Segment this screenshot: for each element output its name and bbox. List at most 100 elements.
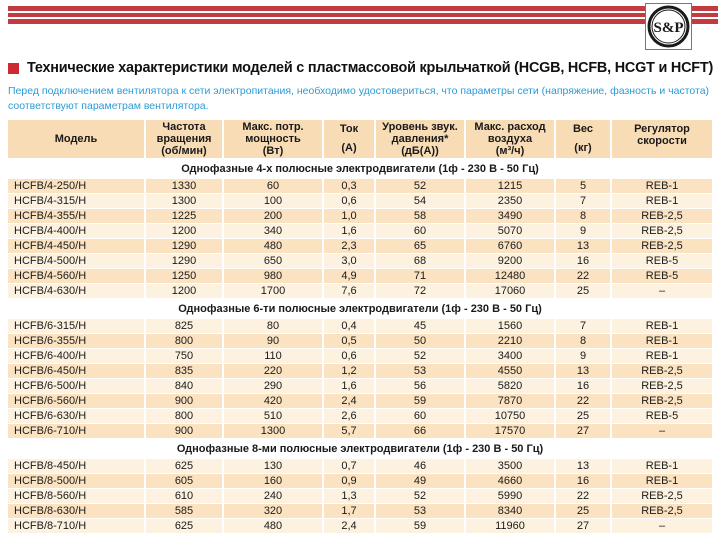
cell-value: 11960 [466,519,554,533]
cell-value: 27 [556,424,610,438]
cell-value: 68 [376,254,464,268]
cell-value: REB-2,5 [612,379,712,393]
column-header-line: давления* [391,133,449,145]
cell-value: 13 [556,239,610,253]
column-header-line: Частота [162,121,206,133]
column-header-line: Макс. расход [474,121,546,133]
page-title: Технические характеристики моделей с пла… [27,60,714,76]
cell-value: 160 [224,474,322,488]
cell-value: – [612,519,712,533]
cell-model: HCFB/4-630/H [8,284,144,298]
section-header-row: Однофазные 4-х полюсные электродвигатели… [8,159,712,178]
cell-value: 56 [376,379,464,393]
column-header: Вес (кг) [556,120,610,158]
cell-value: REB-1 [612,459,712,473]
cell-value: 5820 [466,379,554,393]
cell-value: 60 [376,224,464,238]
section-header-row: Однофазные 6-ти полюсные электродвигател… [8,299,712,318]
cell-value: 80 [224,319,322,333]
cell-value: – [612,284,712,298]
warning-note: Перед подключением вентилятора к сети эл… [8,85,710,113]
cell-value: 650 [224,254,322,268]
spec-table: Модель Частота вращения (об/мин) Макс. потр.… [8,120,712,533]
column-header: Макс. потр. мощность (Вт) [224,120,322,158]
column-header-line: Макс. потр. [242,121,304,133]
title-row: Технические характеристики моделей с пла… [8,60,714,76]
column-header: Макс. расход воздуха (м³/ч) [466,120,554,158]
cell-value: 610 [146,489,222,503]
column-header: Регулятор скорости [612,120,712,158]
cell-value: REB-2,5 [612,394,712,408]
cell-model: HCFB/8-450/H [8,459,144,473]
cell-value: 4,9 [324,269,374,283]
cell-value: 3400 [466,349,554,363]
cell-model: HCFB/6-500/H [8,379,144,393]
cell-value: 835 [146,364,222,378]
cell-value: 840 [146,379,222,393]
column-header-line: вращения [156,133,212,145]
cell-value: 290 [224,379,322,393]
cell-value: 100 [224,194,322,208]
cell-value: 3,0 [324,254,374,268]
cell-value: 12480 [466,269,554,283]
cell-model: HCFB/8-500/H [8,474,144,488]
stripe [8,6,718,11]
cell-model: HCFB/8-710/H [8,519,144,533]
cell-model: HCFB/4-500/H [8,254,144,268]
cell-value: REB-1 [612,349,712,363]
cell-value: 980 [224,269,322,283]
cell-model: HCFB/4-250/H [8,179,144,193]
cell-model: HCFB/4-400/H [8,224,144,238]
cell-value: 1200 [146,284,222,298]
cell-value: 27 [556,519,610,533]
column-header-line: (дБ(А)) [401,145,439,157]
cell-value: 0,5 [324,334,374,348]
cell-value: 2210 [466,334,554,348]
column-header-line: (м³/ч) [495,145,525,157]
cell-value: 1700 [224,284,322,298]
cell-model: HCFB/6-630/H [8,409,144,423]
cell-value: 1300 [224,424,322,438]
cell-value: 16 [556,474,610,488]
cell-value: REB-2,5 [612,489,712,503]
column-header-line: Уровень звук. [382,121,458,133]
cell-value: 200 [224,209,322,223]
cell-value: 510 [224,409,322,423]
cell-value: 9 [556,224,610,238]
cell-value: 7,6 [324,284,374,298]
cell-value: REB-1 [612,334,712,348]
cell-value: REB-2,5 [612,364,712,378]
cell-value: 420 [224,394,322,408]
cell-value: 900 [146,424,222,438]
cell-value: 1290 [146,239,222,253]
cell-value: 59 [376,394,464,408]
cell-model: HCFB/6-560/H [8,394,144,408]
cell-value: 66 [376,424,464,438]
cell-value: 22 [556,394,610,408]
cell-value: 110 [224,349,322,363]
stripe [8,12,718,17]
cell-value: 480 [224,239,322,253]
cell-value: 71 [376,269,464,283]
cell-value: 52 [376,179,464,193]
cell-value: 49 [376,474,464,488]
column-header: Уровень звук. давления* (дБ(А)) [376,120,464,158]
column-header-line: Модель [54,133,98,145]
cell-value: 2,4 [324,519,374,533]
cell-value: 1,6 [324,379,374,393]
cell-value: 9200 [466,254,554,268]
cell-value: 7 [556,194,610,208]
cell-value: 22 [556,489,610,503]
cell-value: REB-2,5 [612,504,712,518]
cell-value: REB-2,5 [612,239,712,253]
cell-value: 900 [146,394,222,408]
cell-value: 46 [376,459,464,473]
cell-value: 625 [146,459,222,473]
cell-value: 1,6 [324,224,374,238]
cell-value: 585 [146,504,222,518]
cell-value: 52 [376,349,464,363]
cell-value: 240 [224,489,322,503]
cell-value: 1300 [146,194,222,208]
cell-model: HCFB/6-450/H [8,364,144,378]
